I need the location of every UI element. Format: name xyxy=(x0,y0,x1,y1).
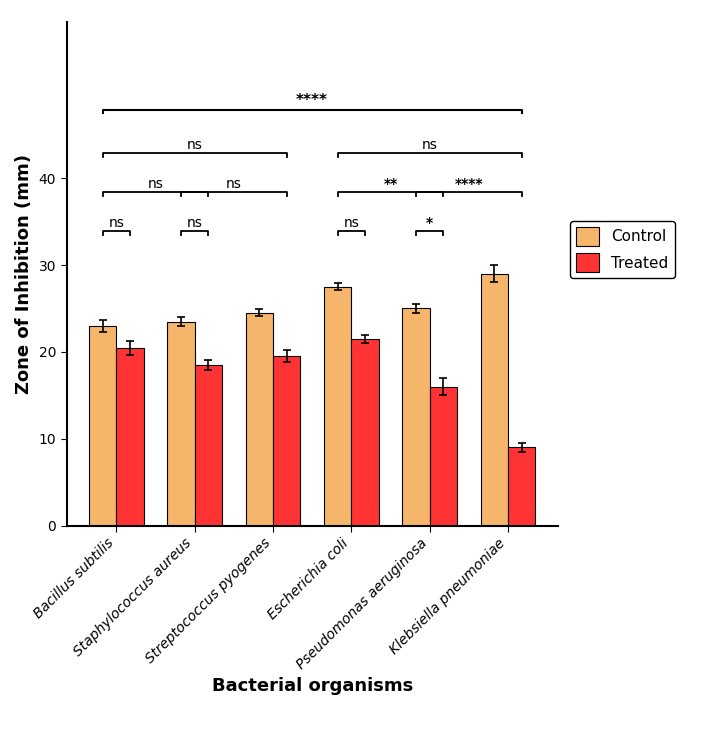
Text: ns: ns xyxy=(343,216,359,230)
Text: ns: ns xyxy=(187,216,202,230)
Text: ****: **** xyxy=(455,177,483,191)
Bar xyxy=(508,447,536,526)
Text: ****: **** xyxy=(296,93,328,108)
Bar xyxy=(245,313,273,526)
Bar xyxy=(89,326,117,526)
Text: ns: ns xyxy=(187,138,202,152)
Bar xyxy=(117,347,144,526)
Text: *: * xyxy=(426,216,433,230)
Bar xyxy=(351,339,379,526)
Bar xyxy=(403,309,430,526)
Bar xyxy=(430,387,457,526)
Bar xyxy=(324,287,351,526)
Legend: Control, Treated: Control, Treated xyxy=(571,221,675,278)
Text: **: ** xyxy=(383,177,398,191)
Bar xyxy=(167,321,194,526)
Text: ns: ns xyxy=(109,216,124,230)
Bar xyxy=(480,274,508,526)
X-axis label: Bacterial organisms: Bacterial organisms xyxy=(212,677,413,696)
Text: ns: ns xyxy=(226,177,242,191)
Bar xyxy=(194,365,222,526)
Text: ns: ns xyxy=(422,138,438,152)
Text: ns: ns xyxy=(147,177,164,191)
Y-axis label: Zone of Inhibition (mm): Zone of Inhibition (mm) xyxy=(15,154,33,393)
Bar xyxy=(273,356,300,526)
